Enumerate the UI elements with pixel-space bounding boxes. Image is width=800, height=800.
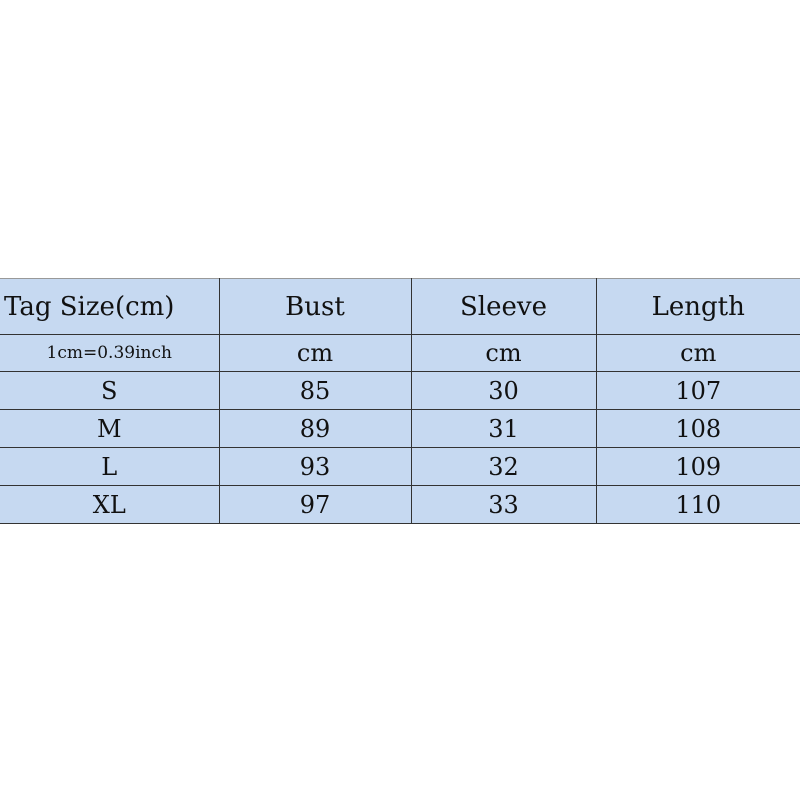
header-tag-size: Tag Size(cm) — [0, 278, 220, 335]
header-row: Tag Size(cm) Bust Sleeve Length — [0, 278, 800, 335]
cell-size: M — [0, 409, 220, 448]
header-bust: Bust — [218, 278, 412, 335]
table-row: L 93 32 109 — [0, 447, 800, 486]
unit-bust: cm — [218, 334, 412, 372]
table-row: XL 97 33 110 — [0, 485, 800, 524]
unit-row: 1cm=0.39inch cm cm cm — [0, 334, 800, 372]
size-chart-table: Tag Size(cm) Bust Sleeve Length 1cm=0.39… — [0, 278, 800, 524]
unit-sleeve: cm — [410, 334, 597, 372]
cell-length: 110 — [595, 485, 800, 524]
table-row: S 85 30 107 — [0, 371, 800, 410]
unit-length: cm — [595, 334, 800, 372]
cell-sleeve: 31 — [410, 409, 597, 448]
cell-length: 108 — [595, 409, 800, 448]
cell-sleeve: 30 — [410, 371, 597, 410]
cell-bust: 85 — [218, 371, 412, 410]
cell-sleeve: 33 — [410, 485, 597, 524]
cell-length: 107 — [595, 371, 800, 410]
cell-length: 109 — [595, 447, 800, 486]
cell-bust: 93 — [218, 447, 412, 486]
header-length: Length — [595, 278, 800, 335]
cell-sleeve: 32 — [410, 447, 597, 486]
unit-conversion: 1cm=0.39inch — [0, 334, 220, 372]
cell-size: L — [0, 447, 220, 486]
table-row: M 89 31 108 — [0, 409, 800, 448]
header-sleeve: Sleeve — [410, 278, 597, 335]
cell-bust: 89 — [218, 409, 412, 448]
cell-size: S — [0, 371, 220, 410]
cell-bust: 97 — [218, 485, 412, 524]
cell-size: XL — [0, 485, 220, 524]
